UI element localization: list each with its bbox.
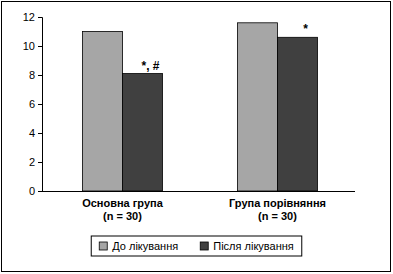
legend-swatch — [99, 242, 107, 250]
y-tick: 10 — [23, 40, 42, 52]
bar — [238, 23, 278, 191]
legend-item: До лікування — [99, 240, 178, 252]
x-tick-label: Основна група(n = 30) — [82, 197, 164, 222]
baseline — [42, 191, 355, 192]
legend-item: Після лікування — [200, 240, 294, 252]
y-tick: 8 — [29, 69, 42, 81]
y-tick-label: 12 — [23, 11, 35, 23]
y-tick-label: 4 — [29, 127, 35, 139]
y-tick-mark — [38, 133, 42, 134]
y-tick-mark — [38, 75, 42, 76]
y-tick: 0 — [29, 185, 42, 197]
y-tick-mark — [38, 162, 42, 163]
annotations: *, # * — [141, 22, 308, 72]
x-axis: Основна група(n = 30) Група порівняння(n … — [82, 197, 326, 222]
legend-label: Після лікування — [213, 240, 294, 252]
bar — [123, 74, 163, 191]
y-tick: 2 — [29, 156, 42, 168]
bar — [83, 32, 123, 192]
y-tick-label: 6 — [29, 98, 35, 110]
bar — [278, 37, 318, 191]
y-tick: 4 — [29, 127, 42, 139]
y-tick-label: 0 — [29, 185, 35, 197]
y-tick-mark — [38, 104, 42, 105]
legend-label: До лікування — [112, 240, 178, 252]
legend-box — [91, 236, 302, 256]
x-tick-label: Група порівняння(n = 30) — [229, 197, 326, 222]
y-axis: 0 2 4 6 8 10 12 — [23, 11, 43, 197]
y-tick-mark — [38, 191, 42, 192]
annotation: *, # — [141, 59, 159, 73]
y-tick-label: 10 — [23, 40, 35, 52]
y-tick-label: 8 — [29, 69, 35, 81]
y-axis-line — [38, 18, 43, 192]
y-tick-mark — [38, 17, 42, 18]
bars — [83, 23, 318, 191]
annotation: * — [303, 22, 308, 36]
y-tick-mark — [38, 46, 42, 47]
frame — [2, 2, 391, 272]
legend: До лікування Після лікування — [91, 236, 302, 256]
chart: 0 2 4 6 8 10 12 *, # * Основна група(n = 30) Група… — [0, 0, 393, 274]
y-tick-label: 2 — [29, 156, 35, 168]
y-tick: 12 — [23, 11, 42, 23]
legend-swatch — [200, 242, 208, 250]
y-tick: 6 — [29, 98, 42, 110]
